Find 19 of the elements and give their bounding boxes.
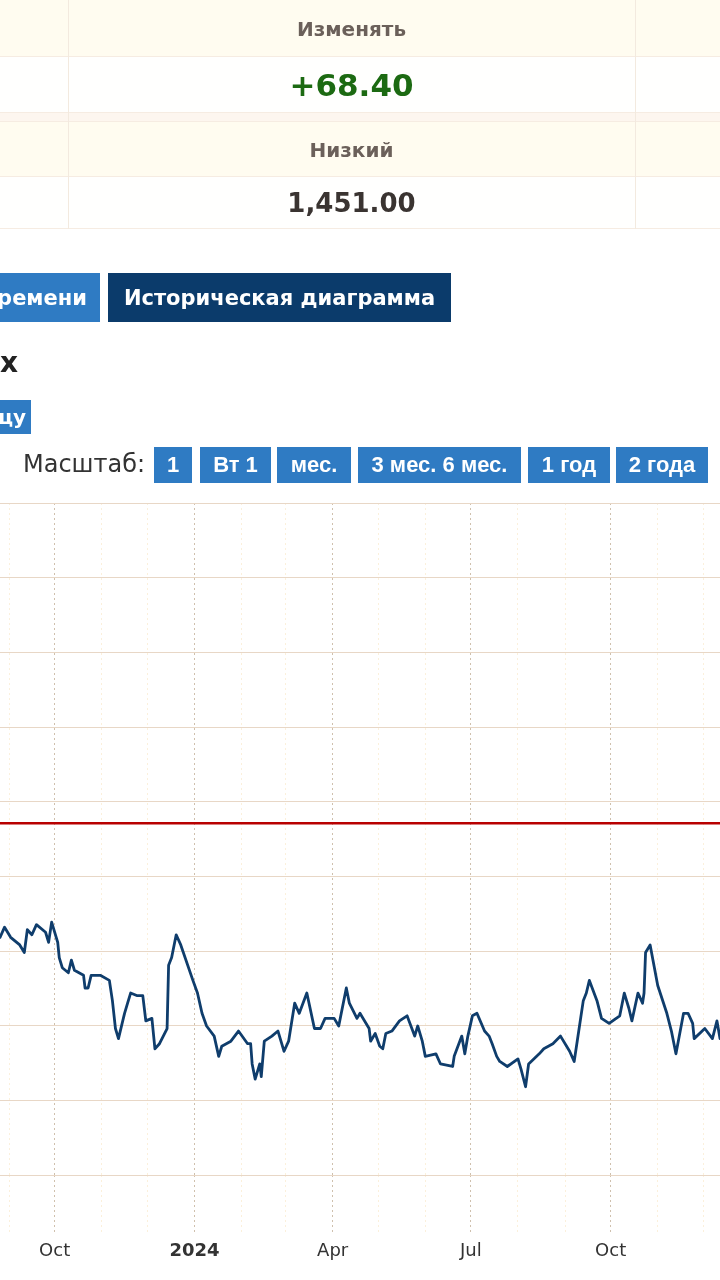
x-tick-label: Apr [317,1238,349,1260]
tab[interactable]: Историческая диаграмма [108,273,451,322]
text: +68.40 [288,66,415,105]
x-tick-label: Jul [459,1238,482,1260]
button[interactable]: 3 мес. 6 мес. [358,447,521,483]
button[interactable]: 1 год [528,447,610,483]
text: Масштаб: [23,449,147,480]
button[interactable]: Вт 1 [200,447,271,483]
button[interactable]: 1 [154,447,192,483]
button[interactable]: 2 года [616,447,708,483]
chart-title: х [0,346,19,379]
text: 1,451.00 [286,187,417,220]
text: Изменять [295,15,408,43]
button[interactable]: мес. [277,447,351,483]
x-tick-label: Oct [595,1238,627,1260]
x-tick-label: Oct [39,1238,71,1260]
x-tick-label: 2024 [169,1238,220,1260]
text: Низкий [308,136,395,164]
button[interactable]: цу [0,400,31,434]
